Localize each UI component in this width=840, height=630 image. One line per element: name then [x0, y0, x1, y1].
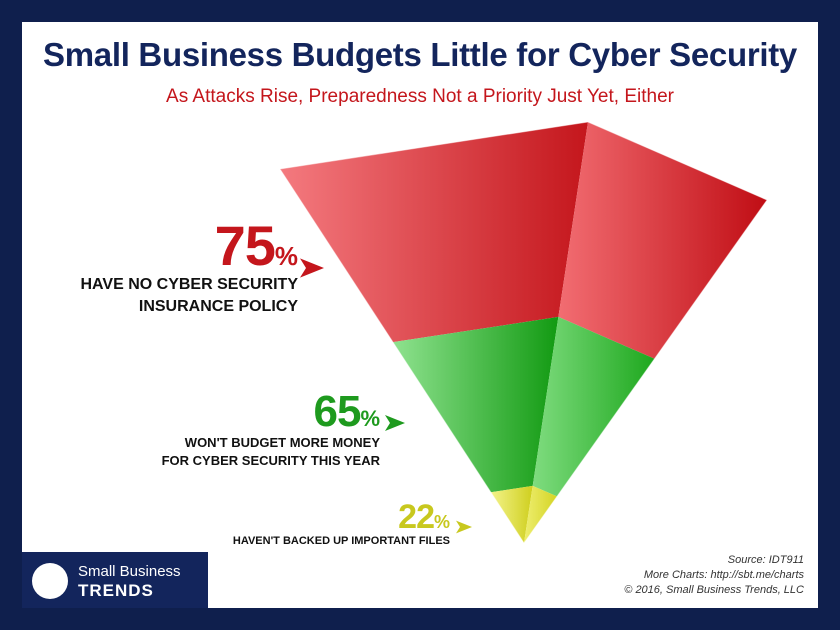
stat-block-budget: 65% WON'T BUDGET MORE MONEY FOR CYBER SE… — [122, 390, 380, 469]
brand-logo-icon — [32, 563, 68, 599]
funnel-band-budget-left-face — [392, 316, 559, 493]
more-charts-line: More Charts: http://sbt.me/charts — [643, 569, 804, 582]
stat-suffix-insurance: % — [274, 241, 298, 271]
infographic-panel: Small Business Budgets Little for Cyber … — [22, 22, 818, 608]
brand-name-line2: TRENDS — [78, 581, 154, 600]
stat-label-backup-line1: HAVEN'T BACKED UP IMPORTANT FILES — [232, 535, 450, 547]
copyright-line: © 2016, Small Business Trends, LLC — [624, 584, 804, 597]
stat-label-budget-line2: FOR CYBER SECURITY THIS YEAR — [161, 452, 380, 468]
funnel-band-insurance-left-face — [280, 122, 588, 343]
source-line: Source: IDT911 — [727, 554, 804, 567]
stat-suffix-backup: % — [433, 512, 450, 532]
arrow-budget-icon — [385, 415, 405, 431]
source-note: Source: IDT911 More Charts: http://sbt.m… — [624, 553, 804, 598]
stat-block-insurance: 75% HAVE NO CYBER SECURITY INSURANCE POL… — [42, 218, 298, 317]
funnel-chart — [279, 121, 768, 544]
brand-name-line1: Small Business — [78, 563, 181, 580]
chart-title: Small Business Budgets Little for Cyber … — [43, 36, 797, 73]
stat-value-insurance: 75 — [214, 214, 276, 277]
stat-block-backup: 22% HAVEN'T BACKED UP IMPORTANT FILES — [172, 500, 450, 549]
stat-value-budget: 65 — [313, 387, 361, 436]
funnel-band-insurance-right-face — [558, 122, 767, 359]
stat-suffix-budget: % — [360, 406, 380, 431]
funnel-band-backup-left-face — [490, 485, 533, 543]
funnel-outline — [279, 121, 768, 544]
stat-label-budget-line1: WON'T BUDGET MORE MONEY — [184, 435, 380, 450]
stat-label-insurance-line2: INSURANCE POLICY — [138, 297, 298, 315]
chart-subtitle: As Attacks Rise, Preparedness Not a Prio… — [166, 86, 674, 107]
funnel-band-backup-right-face — [524, 485, 557, 543]
funnel-band-budget-right-face — [532, 316, 655, 497]
arrow-backup-icon — [456, 520, 472, 534]
stat-value-backup: 22 — [398, 498, 435, 536]
arrow-insurance-icon — [300, 258, 324, 278]
stat-label-insurance-line1: HAVE NO CYBER SECURITY — [80, 276, 298, 293]
brand-logo-block: Small Business TRENDS — [22, 552, 208, 608]
